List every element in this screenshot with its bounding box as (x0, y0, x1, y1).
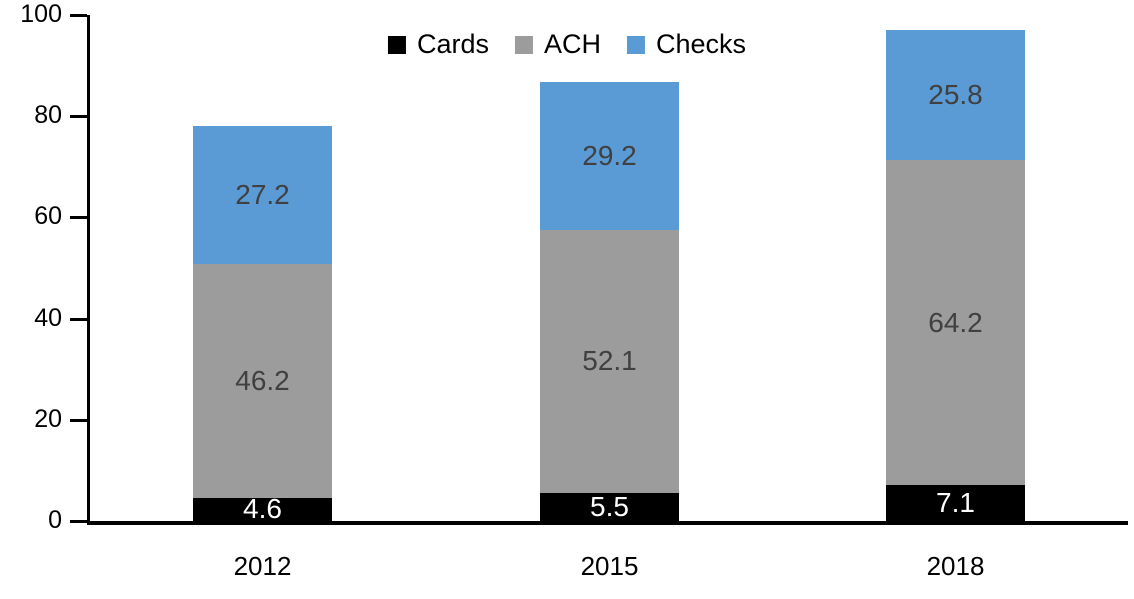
y-axis-tick (70, 115, 87, 119)
segment-checks-2012: 27.2 (193, 126, 332, 264)
segment-cards-2015: 5.5 (540, 493, 679, 521)
legend-item-ach: ACH (514, 29, 602, 59)
y-axis-tick (70, 216, 87, 220)
segment-ach-2018: 64.2 (886, 160, 1025, 486)
data-label: 64.2 (928, 306, 983, 338)
segment-cards-2018: 7.1 (886, 485, 1025, 521)
x-category-label: 2018 (926, 551, 985, 581)
legend-item-cards: Cards (387, 29, 489, 59)
y-tick-label: 40 (34, 303, 62, 332)
y-axis-tick (70, 520, 87, 523)
y-axis-line (87, 15, 90, 521)
legend-label-cards: Cards (416, 29, 489, 59)
y-tick-label: 0 (48, 506, 62, 534)
segment-ach-2012: 46.2 (193, 263, 332, 498)
y-tick-label: 100 (20, 0, 62, 28)
data-label: 7.1 (936, 487, 975, 519)
data-label: 46.2 (235, 364, 290, 396)
x-axis-line (87, 521, 1128, 525)
segment-checks-2015: 29.2 (540, 81, 679, 230)
ach-swatch-icon (514, 35, 533, 54)
data-label: 52.1 (582, 345, 637, 377)
x-category-label: 2012 (233, 551, 292, 581)
data-label: 4.6 (243, 493, 282, 525)
checks-swatch-icon (627, 35, 646, 54)
data-label: 29.2 (582, 139, 637, 171)
plot-area: 0 20 40 60 80 100 4.6 46.2 27.2 2012 5.5 52.1 29.2 20… (20, 2, 1128, 581)
segment-checks-2018: 25.8 (886, 29, 1025, 161)
x-category-label: 2015 (580, 551, 639, 581)
segment-ach-2015: 52.1 (540, 229, 679, 494)
legend-item-checks: Checks (627, 31, 746, 58)
data-label: 27.2 (235, 179, 290, 211)
y-tick-label: 80 (34, 101, 62, 130)
y-axis-tick (70, 418, 87, 422)
legend-label-checks: Checks (656, 29, 747, 59)
legend-label-ach: ACH (543, 29, 602, 59)
y-axis-tick (70, 317, 87, 321)
y-axis-tick (70, 14, 87, 17)
chart-legend: Cards ACH Checks (387, 29, 746, 59)
y-tick-label: 20 (34, 404, 62, 433)
y-tick-label: 60 (34, 202, 62, 231)
data-label: 5.5 (590, 491, 629, 523)
data-label: 25.8 (928, 78, 983, 110)
segment-cards-2012: 4.6 (193, 493, 332, 525)
cards-swatch-icon (387, 35, 406, 54)
